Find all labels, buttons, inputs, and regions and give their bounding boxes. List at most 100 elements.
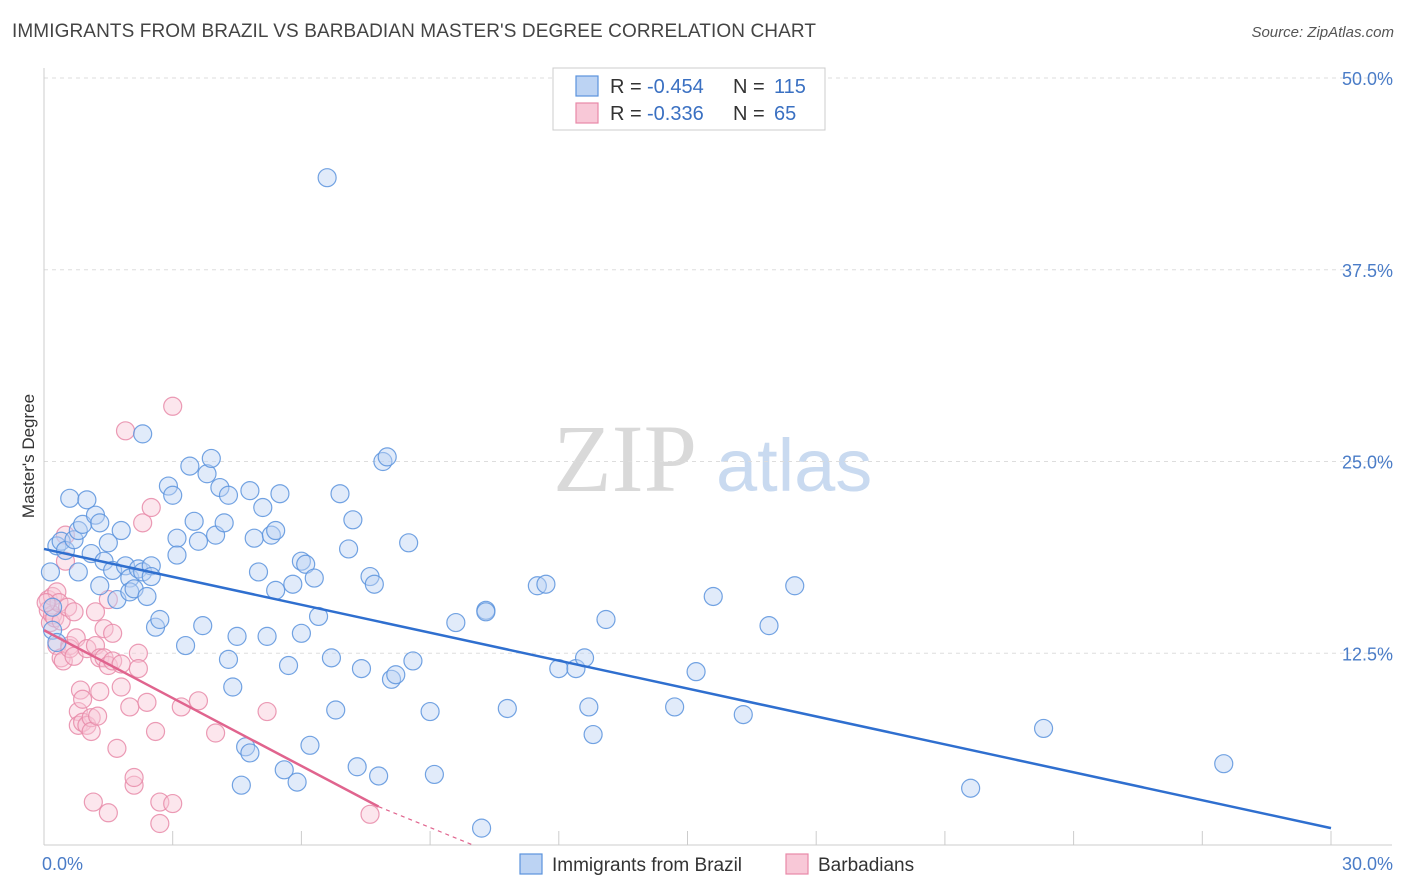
brazil-point-84 [386,665,406,685]
x-tick-label-0: 0.0% [42,854,83,874]
grid [44,77,1392,654]
brazil-point-113 [42,597,63,617]
brazil-point-71 [321,648,342,668]
brazil-point-80 [369,766,389,786]
barbadians-point-40 [103,623,123,643]
brazil-point-63 [287,772,307,792]
brazil-point-61 [278,655,299,676]
barbadians-point-32 [88,706,108,726]
brazil-point-85 [399,533,419,553]
x-tick-labels: 0.0% 30.0% [42,854,1393,874]
brazil-point-114 [40,562,61,582]
brazil-point-82 [377,447,397,467]
barbadians-point-13 [55,551,76,571]
brazil-point-66 [296,554,316,574]
chart-title: IMMIGRANTS FROM BRAZIL VS BARBADIAN MAST… [12,21,817,42]
brazil-point-57 [266,520,286,541]
barbadians-point-52 [137,692,157,712]
brazil-point-52 [244,528,264,548]
brazil-points [40,168,1234,838]
brazil-point-31 [163,485,183,505]
barbadians-trend-extension [378,806,474,846]
barbadians-point-39 [98,803,118,823]
brazil-point-11 [68,562,88,582]
barbadians-point-50 [128,658,148,679]
barbadians-point-35 [94,619,114,639]
brazil-point-35 [180,456,200,476]
barbadians-point-57 [163,793,183,814]
brazil-point-104 [703,586,723,607]
brazil-point-89 [446,612,466,633]
brazil-point-62 [283,574,303,594]
brazil-point-68 [304,568,324,588]
brazil-point-24 [137,586,157,607]
brazil-point-29 [133,424,153,444]
barbadians-point-42 [107,738,127,758]
stats-legend-n-value-barbadians: 65 [774,103,796,125]
brazil-point-103 [686,662,706,682]
barbadians-point-49 [128,643,148,663]
brazil-point-70 [317,168,337,188]
barbadians-point-24 [73,689,93,709]
stats-legend-r-value-barbadians: -0.336 [647,103,704,125]
watermark: ZIP atlas [553,405,872,512]
brazil-point-30 [158,476,179,496]
y-tick-label-2: 37.5% [1342,261,1393,281]
brazil-point-101 [596,609,616,630]
brazil-point-50 [240,481,260,501]
brazil-point-76 [347,757,367,777]
brazil-point-7 [77,490,97,510]
barbadians-point-62 [257,701,277,722]
brazil-point-37 [188,531,209,551]
brazil-point-33 [167,545,187,565]
brazil-point-28 [150,609,170,630]
stats-legend-r-value-brazil: -0.454 [647,76,704,98]
barbadians-point-29 [83,792,103,812]
brazil-point-95 [536,574,556,594]
barbadians-trend-line [43,629,380,808]
stats-legend-r-label-brazil: R = [610,76,642,98]
brazil-point-34 [175,635,196,656]
barbadians-point-27 [81,708,101,728]
brazil-point-90 [471,818,492,838]
y-tick-labels: 12.5% 25.0% 37.5% 50.0% [1342,69,1393,664]
brazil-point-12 [90,576,110,596]
series-legend: Immigrants from Brazil Barbadians [519,853,914,876]
axes [43,68,1392,846]
brazil-point-60 [274,760,294,780]
brazil-point-36 [184,511,204,531]
brazil-point-46 [223,677,243,697]
barbadians-point-63 [360,804,380,824]
brazil-point-6 [73,514,93,534]
y-axis-label: Master's Degree [19,394,38,518]
brazil-point-17 [111,520,131,541]
brazil-point-32 [167,528,187,548]
brazil-point-93 [497,698,517,719]
brazil-point-45 [218,485,239,505]
brazil-point-107 [785,576,805,596]
brazil-point-99 [579,697,599,717]
trend-lines [43,547,1332,846]
stats-legend-n-label-barbadians: N = [733,103,765,125]
brazil-point-44 [218,649,239,669]
barbadians-point-61 [206,723,226,743]
brazil-point-77 [351,658,372,679]
y-tick-label-3: 50.0% [1342,69,1393,89]
brazil-point-51 [240,743,260,763]
brazil-point-110 [1214,754,1234,774]
stats-legend-r-label-barbadians: R = [610,103,642,125]
brazil-point-86 [403,651,423,671]
stats-legend-swatch-barbadians [575,102,599,124]
brazil-point-109 [1033,718,1054,739]
brazil-point-108 [961,778,981,798]
series-legend-swatch-barbadians [785,853,809,875]
barbadians-point-44 [111,677,131,697]
barbadians-point-51 [133,513,153,533]
brazil-point-4 [64,530,84,550]
brazil-point-67 [300,735,320,755]
stats-legend-swatch-brazil [575,75,599,97]
brazil-point-10 [90,513,110,533]
barbadians-point-55 [150,813,170,834]
barbadians-point-58 [163,396,183,416]
